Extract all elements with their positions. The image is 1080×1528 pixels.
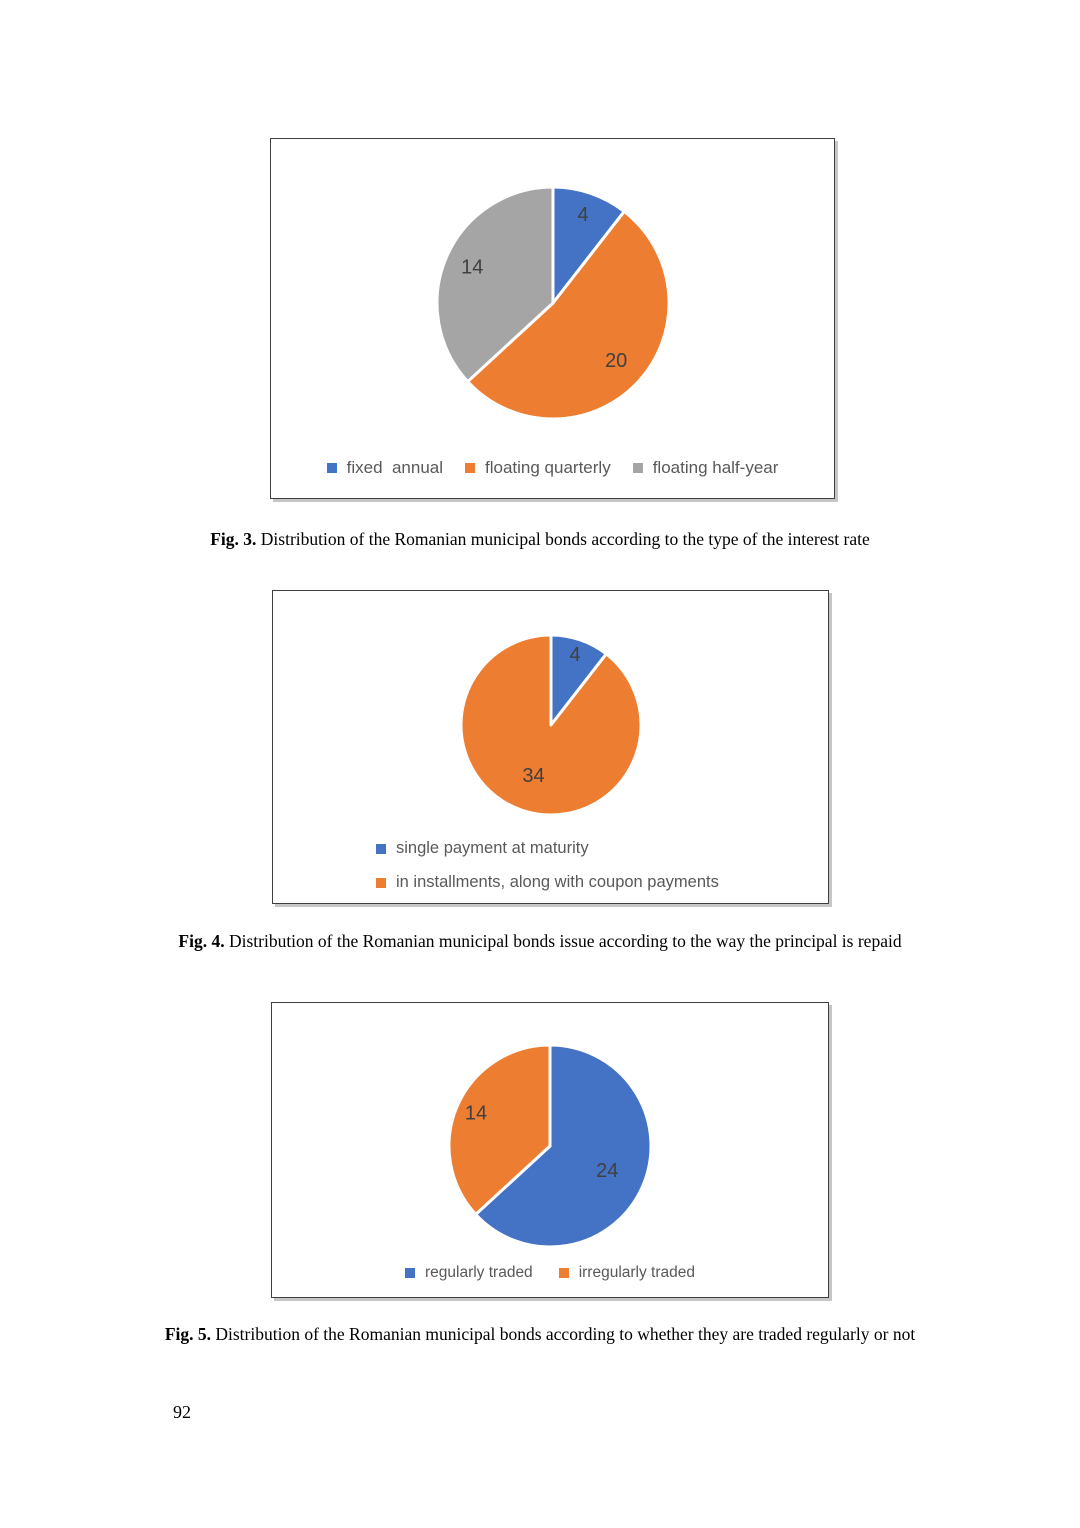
figure-5-caption: Fig. 5. Distribution of the Romanian mun…	[21, 1324, 1059, 1346]
legend-label: floating quarterly	[485, 458, 611, 477]
legend-item: single payment at maturity	[376, 839, 589, 858]
legend-item: regularly traded	[404, 1264, 533, 1282]
legend-label: single payment at maturity	[396, 839, 589, 857]
pie-chart-principal-repayment: 4 34	[459, 633, 642, 817]
figure-4-chart-box: 4 34 single payment at maturity in install…	[272, 590, 829, 904]
legend-swatch	[558, 1268, 569, 1278]
legend-item: irregularly traded	[558, 1264, 695, 1282]
pie-data-label: 4	[577, 204, 588, 226]
pie-data-label: 14	[465, 1103, 487, 1125]
pie-slice	[435, 185, 554, 384]
figure-3-caption-label: Fig. 3.	[210, 529, 257, 549]
pie-data-label: 4	[569, 644, 580, 666]
figure-4-caption: Fig. 4. Distribution of the Romanian mun…	[21, 931, 1059, 953]
figure-3-caption: Fig. 3. Distribution of the Romanian mun…	[21, 529, 1059, 551]
legend-principal-repayment: single payment at maturity in installment…	[376, 839, 719, 892]
legend-trading-regularity: regularly traded irregularly traded	[404, 1264, 695, 1282]
pie-data-label: 20	[605, 350, 627, 372]
legend-label: floating half-year	[652, 458, 779, 477]
figure-5-caption-label: Fig. 5.	[164, 1324, 211, 1344]
legend-label: irregularly traded	[578, 1264, 695, 1281]
legend-swatch	[376, 877, 386, 888]
figure-3-chart-box: 4 20 14 fixed annual floating quarterly floa…	[270, 138, 835, 499]
legend-swatch	[326, 463, 337, 473]
legend-swatch	[465, 463, 476, 473]
legend-label: fixed annual	[346, 458, 444, 477]
pie-slice	[459, 633, 642, 817]
legend-item: floating half-year	[632, 458, 779, 478]
pie-slice	[465, 209, 671, 421]
pie-chart-trading-regularity: 24 14	[447, 1043, 653, 1249]
legend-item: floating quarterly	[465, 458, 611, 478]
figure-4-caption-label: Fig. 4.	[178, 931, 225, 951]
figure-4-caption-text: Distribution of the Romanian municipal b…	[228, 931, 902, 951]
legend-swatch	[376, 843, 386, 854]
figure-3-caption-text: Distribution of the Romanian municipal b…	[260, 529, 870, 549]
pie-data-label: 24	[596, 1160, 618, 1182]
pie-chart-interest-rate: 4 20 14	[435, 185, 671, 421]
pie-data-label: 34	[522, 765, 544, 787]
legend-item: in installments, along with coupon payme…	[376, 873, 719, 892]
figure-5-chart-box: 24 14 regularly traded irregularly traded	[271, 1002, 829, 1298]
pie-slice	[447, 1043, 552, 1216]
legend-item: fixed annual	[326, 458, 444, 478]
legend-label: regularly traded	[424, 1264, 533, 1281]
legend-label: in installments, along with coupon payme…	[396, 873, 719, 891]
pie-data-label: 14	[461, 257, 483, 279]
pie-slice	[474, 1043, 653, 1249]
legend-interest-rate: fixed annual floating quarterly floating h…	[326, 458, 779, 478]
legend-swatch	[632, 463, 643, 473]
page-number: 92	[173, 1402, 191, 1422]
figure-5-caption-text: Distribution of the Romanian municipal b…	[215, 1324, 916, 1344]
legend-swatch	[404, 1268, 415, 1278]
